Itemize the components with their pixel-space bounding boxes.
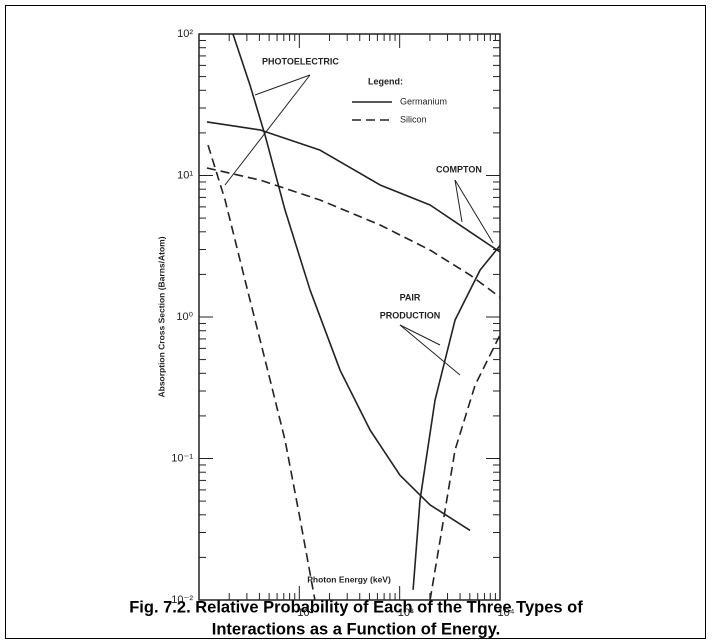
y-tick-label: 10¹	[177, 169, 193, 181]
curve	[429, 334, 501, 601]
annotation: PRODUCTION	[380, 310, 441, 320]
curve	[232, 33, 471, 532]
x-tick-label: 10²	[297, 607, 313, 619]
annotation: PAIR	[400, 292, 421, 302]
legend-label: Germanium	[400, 96, 447, 106]
y-tick-label: 10⁻²	[171, 594, 193, 606]
y-axis-label: Absorption Cross Section (Barns/Atom)	[156, 236, 166, 397]
caption: Interactions as a Function of Energy.	[212, 620, 501, 638]
figure-border	[5, 5, 706, 639]
annotation: COMPTON	[436, 164, 482, 174]
legend-title: Legend:	[368, 76, 403, 86]
curve	[206, 121, 501, 253]
legend-label: Silicon	[400, 114, 427, 124]
curve	[206, 167, 501, 298]
arrows	[224, 74, 494, 376]
y-tick-label: 10⁰	[176, 311, 193, 323]
plot-frame	[198, 33, 501, 601]
caption: Fig. 7.2. Relative Probability of Each o…	[129, 598, 583, 616]
x-axis-label: Photon Energy (keV)	[307, 574, 391, 584]
curve	[207, 144, 316, 601]
y-tick-label: 10⁻¹	[171, 452, 193, 464]
y-tick-label: 10²	[177, 28, 193, 40]
annotation: PHOTOELECTRIC	[262, 56, 339, 66]
curve	[412, 245, 501, 590]
x-tick-label: 10³	[398, 607, 414, 619]
x-tick-label: 10⁴	[498, 607, 515, 619]
